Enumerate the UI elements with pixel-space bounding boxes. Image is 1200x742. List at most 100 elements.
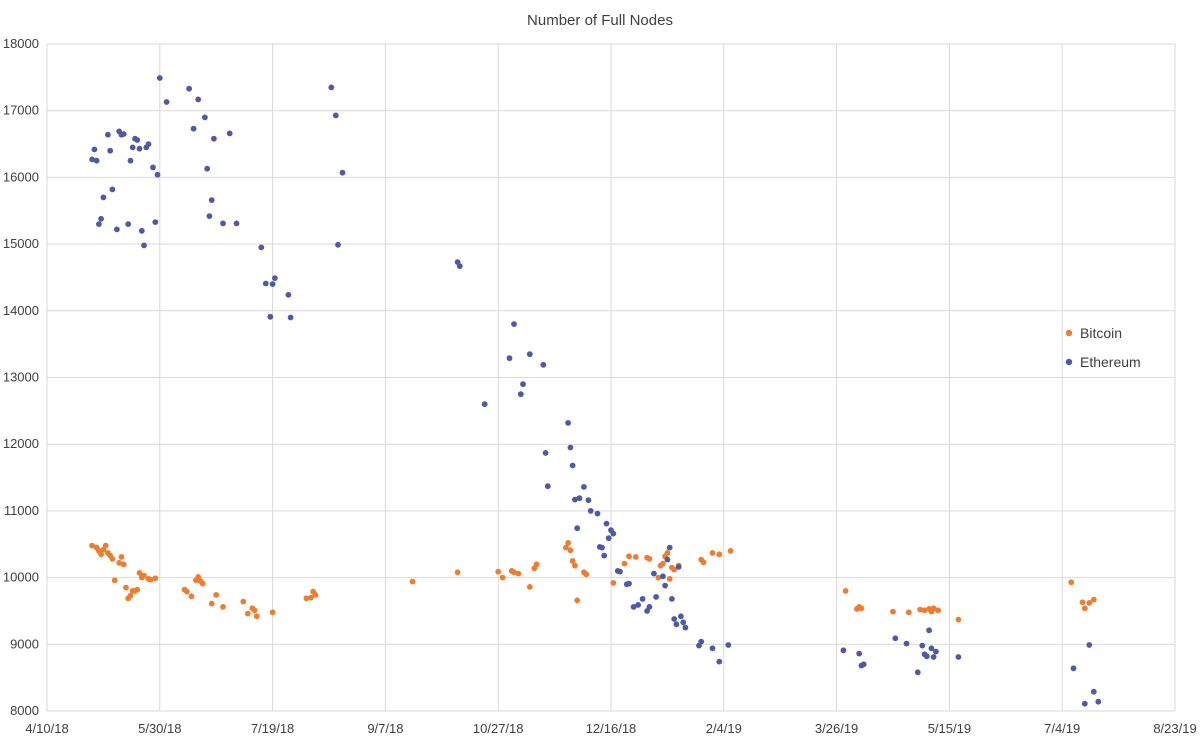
point-ethereum: [923, 653, 930, 660]
point-ethereum: [709, 645, 716, 652]
legend-marker-bitcoin: [1065, 329, 1073, 337]
point-bitcoin: [111, 577, 118, 584]
point-ethereum: [639, 596, 646, 602]
point-bitcoin: [917, 606, 923, 613]
point-ethereum: [540, 361, 547, 368]
point-ethereum: [601, 552, 608, 559]
point-ethereum: [567, 444, 574, 451]
point-bitcoin: [220, 604, 226, 610]
point-bitcoin: [123, 584, 129, 591]
point-ethereum: [626, 580, 632, 587]
y-tick-label: 17000: [3, 103, 39, 118]
point-bitcoin: [244, 610, 251, 617]
point-ethereum: [520, 381, 526, 388]
point-bitcoin: [136, 570, 143, 576]
point-bitcoin: [921, 607, 928, 614]
point-ethereum: [928, 645, 935, 652]
point-bitcoin: [409, 578, 416, 585]
x-tick-label: 5/15/19: [928, 721, 971, 736]
point-ethereum: [109, 186, 116, 193]
point-bitcoin: [890, 608, 896, 615]
point-ethereum: [678, 613, 684, 620]
point-ethereum: [1081, 700, 1088, 707]
point-ethereum: [517, 391, 524, 398]
point-bitcoin: [208, 600, 215, 607]
point-ethereum: [565, 420, 571, 426]
gridlines: [46, 43, 1176, 712]
point-ethereum: [671, 616, 678, 622]
point-ethereum: [646, 604, 653, 610]
point-bitcoin: [664, 550, 671, 556]
point-bitcoin: [98, 551, 104, 558]
point-bitcoin: [955, 616, 962, 623]
point-ethereum: [1095, 698, 1102, 705]
x-tick-label: 3/26/19: [815, 721, 858, 736]
point-bitcoin: [567, 547, 574, 554]
point-bitcoin: [572, 562, 578, 569]
point-bitcoin: [533, 561, 540, 568]
y-tick-label: 16000: [3, 169, 39, 184]
point-bitcoin: [655, 574, 662, 581]
point-ethereum: [617, 568, 623, 575]
point-bitcoin: [574, 597, 581, 604]
point-ethereum: [285, 291, 292, 298]
point-ethereum: [163, 99, 170, 105]
point-ethereum: [673, 621, 680, 628]
point-ethereum: [89, 156, 95, 163]
point-ethereum: [272, 275, 278, 281]
point-bitcoin: [1068, 579, 1075, 586]
point-ethereum: [635, 602, 641, 608]
point-bitcoin: [671, 566, 678, 573]
point-bitcoin: [583, 571, 590, 578]
point-ethereum: [335, 241, 341, 248]
y-tick-label: 15000: [3, 236, 39, 251]
point-ethereum: [919, 642, 926, 649]
series-bitcoin: [89, 540, 1097, 623]
point-ethereum: [840, 647, 847, 654]
point-bitcoin: [308, 594, 314, 601]
chart-title: Number of Full Nodes: [527, 12, 673, 29]
point-ethereum: [105, 131, 111, 138]
point-ethereum: [605, 535, 612, 542]
point-ethereum: [576, 495, 583, 502]
point-ethereum: [190, 125, 197, 132]
point-bitcoin: [1090, 596, 1097, 603]
point-ethereum: [860, 661, 867, 668]
legend-label-ethereum: Ethereum: [1080, 354, 1141, 370]
point-ethereum: [127, 157, 134, 164]
y-tick-label: 14000: [3, 303, 39, 318]
point-ethereum: [120, 131, 127, 137]
point-ethereum: [664, 556, 671, 563]
point-ethereum: [339, 169, 346, 176]
point-ethereum: [698, 638, 705, 645]
y-tick-label: 10000: [3, 570, 39, 585]
point-ethereum: [1090, 688, 1097, 695]
point-bitcoin: [184, 588, 190, 595]
point-ethereum: [610, 530, 617, 537]
point-ethereum: [206, 213, 213, 220]
point-ethereum: [662, 582, 668, 589]
x-tick-label: 10/27/18: [473, 721, 524, 736]
point-ethereum: [136, 145, 143, 152]
point-ethereum: [892, 635, 899, 642]
point-bitcoin: [251, 607, 258, 614]
point-bitcoin: [526, 584, 533, 590]
point-ethereum: [680, 619, 687, 626]
point-ethereum: [226, 130, 233, 137]
point-ethereum: [669, 596, 675, 602]
point-ethereum: [129, 144, 136, 151]
point-bitcoin: [858, 605, 865, 612]
point-bitcoin: [134, 586, 141, 593]
point-ethereum: [258, 244, 265, 251]
point-bitcoin: [569, 558, 576, 564]
point-bitcoin: [515, 570, 522, 577]
point-ethereum: [903, 640, 910, 647]
legend-marker-ethereum: [1065, 358, 1073, 366]
point-ethereum: [630, 604, 637, 610]
point-ethereum: [150, 164, 156, 171]
point-ethereum: [202, 114, 208, 121]
point-ethereum: [653, 594, 659, 600]
data-points: [89, 75, 1102, 707]
point-bitcoin: [700, 559, 707, 566]
x-tick-label: 4/10/18: [25, 721, 68, 736]
